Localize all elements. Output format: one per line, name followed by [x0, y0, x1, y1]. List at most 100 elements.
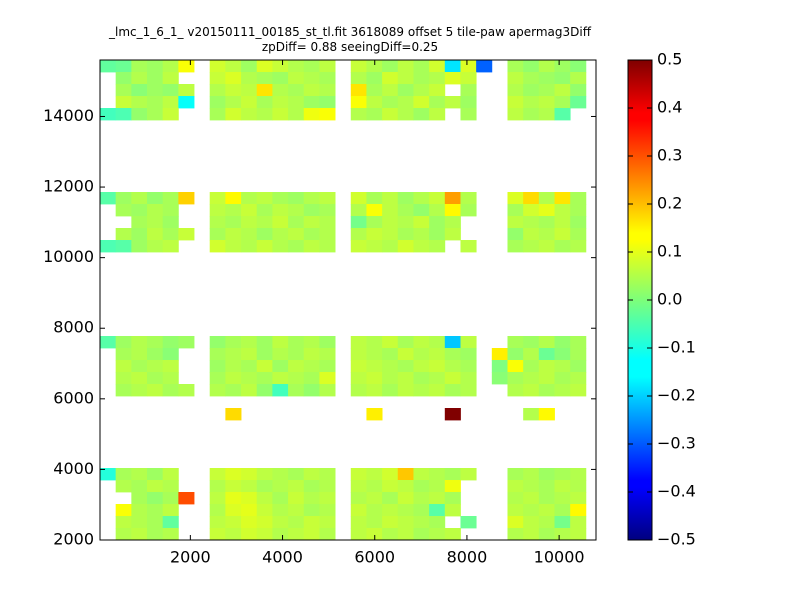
heatmap-cell — [303, 204, 320, 217]
heatmap-cell — [178, 192, 195, 205]
heatmap-cell — [507, 204, 524, 217]
heatmap-cell — [241, 192, 258, 205]
heatmap-cell — [272, 516, 289, 529]
heatmap-cell — [554, 468, 571, 481]
colorbar-tick-label: −0.1 — [657, 338, 696, 357]
heatmap-cell — [225, 72, 242, 85]
heatmap-cell — [523, 468, 540, 481]
heatmap-cell — [413, 384, 430, 397]
heatmap-cell — [491, 348, 508, 361]
heatmap-cell — [538, 372, 555, 385]
heatmap-cell — [523, 480, 540, 493]
heatmap-cell — [523, 72, 540, 85]
heatmap-cell — [397, 216, 414, 229]
heatmap-cell — [147, 528, 164, 541]
heatmap-cell — [538, 240, 555, 253]
heatmap-cell — [366, 108, 383, 121]
heatmap-cell — [382, 228, 399, 241]
heatmap-cell — [303, 492, 320, 505]
heatmap-cell — [131, 468, 148, 481]
heatmap-cell — [225, 240, 242, 253]
heatmap-cell — [429, 492, 446, 505]
heatmap-cell — [350, 204, 367, 217]
heatmap-cell — [147, 336, 164, 349]
heatmap-cell — [209, 240, 226, 253]
heatmap-cell — [115, 108, 132, 121]
heatmap-cell — [162, 372, 179, 385]
heatmap-cell — [272, 204, 289, 217]
heatmap-cell — [382, 528, 399, 541]
heatmap-cell — [256, 360, 273, 373]
heatmap-cell — [397, 72, 414, 85]
heatmap-cell — [350, 372, 367, 385]
heatmap-cell — [178, 96, 195, 109]
heatmap-cell — [225, 480, 242, 493]
heatmap-cell — [460, 96, 477, 109]
heatmap-cell — [147, 360, 164, 373]
heatmap-cell — [162, 468, 179, 481]
heatmap-cell — [162, 108, 179, 121]
heatmap-cell — [303, 108, 320, 121]
heatmap-cell — [397, 240, 414, 253]
heatmap-cell — [209, 336, 226, 349]
heatmap-cell — [507, 84, 524, 97]
heatmap-cell — [303, 468, 320, 481]
heatmap-cell — [241, 384, 258, 397]
heatmap-cell — [570, 468, 587, 481]
heatmap-cell — [460, 84, 477, 97]
heatmap-cell — [303, 96, 320, 109]
heatmap-cell — [429, 60, 446, 73]
heatmap-cell — [538, 480, 555, 493]
heatmap-cell — [288, 204, 305, 217]
heatmap-cell — [272, 360, 289, 373]
heatmap-cell — [272, 228, 289, 241]
heatmap-cell — [225, 528, 242, 541]
heatmap-cell — [350, 348, 367, 361]
heatmap-cell — [444, 96, 461, 109]
heatmap-cell — [162, 480, 179, 493]
heatmap-cell — [131, 204, 148, 217]
heatmap-cell — [162, 72, 179, 85]
heatmap-cell — [523, 228, 540, 241]
heatmap-cell — [288, 84, 305, 97]
heatmap-cell — [162, 204, 179, 217]
y-tick-label: 2000 — [53, 530, 94, 549]
heatmap-cell — [162, 516, 179, 529]
heatmap-cell — [350, 108, 367, 121]
heatmap-cell — [366, 504, 383, 517]
heatmap-cell — [147, 228, 164, 241]
heatmap-cell — [350, 480, 367, 493]
heatmap-cell — [209, 228, 226, 241]
heatmap-cell — [272, 60, 289, 73]
heatmap-cell — [303, 228, 320, 241]
heatmap-cell — [350, 468, 367, 481]
heatmap-cell — [382, 384, 399, 397]
heatmap-cell — [147, 84, 164, 97]
x-tick-label: 6000 — [354, 548, 395, 567]
heatmap-cell — [350, 84, 367, 97]
heatmap-cell — [319, 516, 336, 529]
heatmap-cell — [303, 84, 320, 97]
heatmap-cell — [209, 504, 226, 517]
heatmap-cell — [554, 384, 571, 397]
heatmap-cell — [319, 192, 336, 205]
heatmap-cell — [570, 96, 587, 109]
heatmap-cell — [570, 528, 587, 541]
heatmap-cell — [476, 60, 493, 73]
heatmap-cell — [225, 492, 242, 505]
heatmap-cell — [225, 108, 242, 121]
heatmap-cell — [272, 84, 289, 97]
heatmap-cell — [303, 348, 320, 361]
heatmap-cell — [162, 228, 179, 241]
heatmap-cell — [413, 372, 430, 385]
heatmap-cell — [382, 516, 399, 529]
heatmap-cell — [444, 216, 461, 229]
heatmap-cell — [554, 480, 571, 493]
heatmap-cell — [444, 228, 461, 241]
heatmap-cell — [570, 240, 587, 253]
heatmap-cell — [225, 192, 242, 205]
heatmap-cell — [225, 348, 242, 361]
heatmap-cell — [507, 348, 524, 361]
heatmap-cell — [115, 516, 132, 529]
heatmap-cell — [256, 60, 273, 73]
